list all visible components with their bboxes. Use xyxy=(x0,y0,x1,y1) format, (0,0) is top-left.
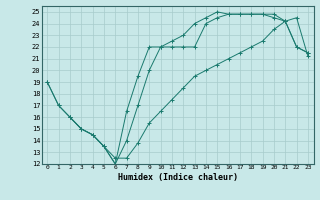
X-axis label: Humidex (Indice chaleur): Humidex (Indice chaleur) xyxy=(118,173,237,182)
